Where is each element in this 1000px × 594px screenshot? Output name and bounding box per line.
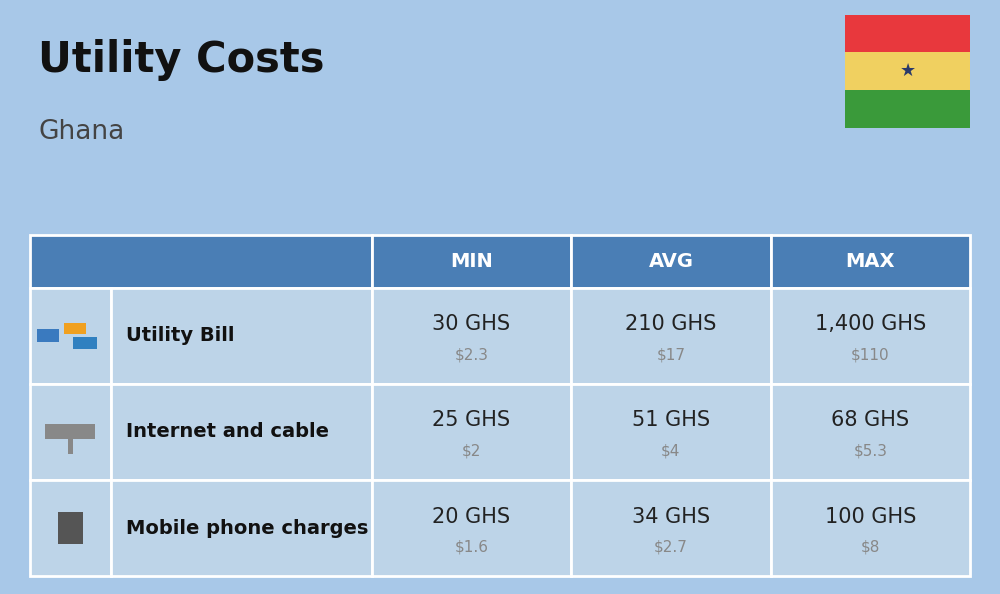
Bar xyxy=(845,15,970,52)
Text: Internet and cable: Internet and cable xyxy=(126,422,329,441)
Bar xyxy=(845,90,970,128)
Text: 25 GHS: 25 GHS xyxy=(432,410,511,430)
Text: MAX: MAX xyxy=(846,252,895,271)
Text: ★: ★ xyxy=(899,62,916,80)
Bar xyxy=(30,235,372,287)
Text: $2.3: $2.3 xyxy=(455,347,489,362)
Text: Mobile phone charges: Mobile phone charges xyxy=(126,519,368,538)
Text: 210 GHS: 210 GHS xyxy=(625,314,717,334)
Bar xyxy=(372,384,571,480)
Bar xyxy=(372,480,571,576)
Bar xyxy=(771,384,970,480)
Text: $5.3: $5.3 xyxy=(853,444,887,459)
Text: 20 GHS: 20 GHS xyxy=(432,507,511,526)
Text: MIN: MIN xyxy=(450,252,493,271)
Text: 30 GHS: 30 GHS xyxy=(432,314,511,334)
Text: $17: $17 xyxy=(656,347,685,362)
Bar xyxy=(111,480,372,576)
Bar xyxy=(73,337,97,349)
Bar xyxy=(571,480,771,576)
Bar xyxy=(571,287,771,384)
Bar xyxy=(571,235,771,287)
Bar xyxy=(64,323,86,334)
Text: 100 GHS: 100 GHS xyxy=(825,507,916,526)
Bar xyxy=(372,235,571,287)
Text: 1,400 GHS: 1,400 GHS xyxy=(815,314,926,334)
Bar xyxy=(845,52,970,90)
Bar xyxy=(771,287,970,384)
Bar xyxy=(111,287,372,384)
Text: $110: $110 xyxy=(851,347,890,362)
Bar xyxy=(68,440,73,454)
Bar xyxy=(111,384,372,480)
Bar xyxy=(372,287,571,384)
Text: $1.6: $1.6 xyxy=(455,540,489,555)
Bar xyxy=(571,384,771,480)
Text: $2.7: $2.7 xyxy=(654,540,688,555)
Text: $4: $4 xyxy=(661,444,681,459)
Bar xyxy=(30,480,111,576)
Text: $8: $8 xyxy=(861,540,880,555)
Text: 34 GHS: 34 GHS xyxy=(632,507,710,526)
Text: Ghana: Ghana xyxy=(38,119,124,145)
Text: Utility Costs: Utility Costs xyxy=(38,39,324,81)
Bar xyxy=(30,384,111,480)
Text: $2: $2 xyxy=(462,444,481,459)
Text: Utility Bill: Utility Bill xyxy=(126,326,234,345)
Bar xyxy=(37,329,59,342)
Text: 51 GHS: 51 GHS xyxy=(632,410,710,430)
Text: AVG: AVG xyxy=(648,252,693,271)
Bar xyxy=(58,512,83,544)
Text: 68 GHS: 68 GHS xyxy=(831,410,909,430)
Bar xyxy=(771,235,970,287)
Bar xyxy=(45,425,95,440)
Bar xyxy=(30,287,111,384)
Bar xyxy=(771,480,970,576)
